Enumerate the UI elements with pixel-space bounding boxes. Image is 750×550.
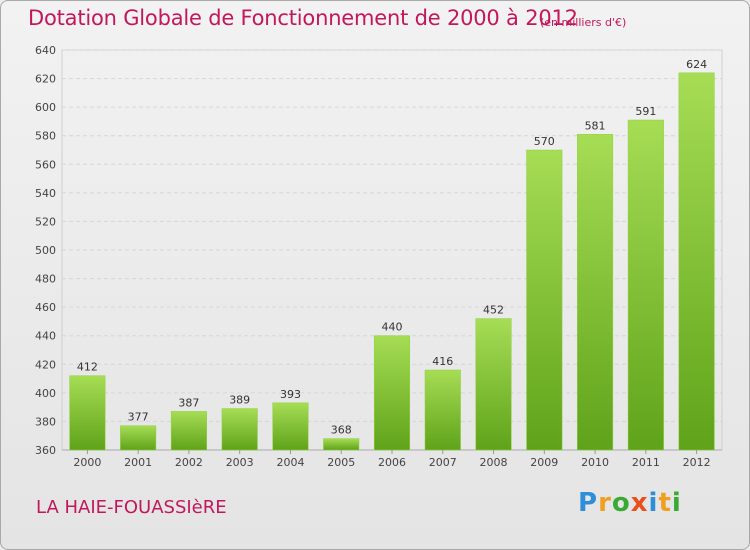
y-tick-label: 440 [35,330,56,343]
x-tick-label: 2000 [73,456,101,469]
y-tick-label: 380 [35,415,56,428]
bar [272,402,309,451]
x-tick-label: 2004 [276,456,304,469]
x-tick-label: 2012 [683,456,711,469]
x-tick-label: 2008 [480,456,508,469]
bar [120,425,157,451]
value-label: 591 [635,105,656,118]
bars [69,72,715,451]
y-tick-label: 540 [35,187,56,200]
y-tick-label: 520 [35,215,56,228]
bar [475,318,512,451]
x-tick-label: 2005 [327,456,355,469]
bar [678,72,715,451]
value-label: 624 [686,58,707,71]
value-label: 412 [77,361,98,374]
x-tick-label: 2001 [124,456,152,469]
value-label: 389 [229,394,250,407]
y-tick-label: 420 [35,358,56,371]
y-tick-label: 500 [35,244,56,257]
unit-label: (en milliers d'€) [540,16,627,29]
y-tick-label: 580 [35,130,56,143]
value-label: 393 [280,388,301,401]
y-tick-label: 360 [35,444,56,457]
value-labels: 412 377 387 389 393 368 440 416 452 570 581 591 624 [77,58,707,437]
y-tick-label: 560 [35,158,56,171]
value-label: 570 [534,135,555,148]
bar [373,335,411,451]
y-tick-label: 400 [35,387,56,400]
y-tick-label: 620 [35,73,56,86]
logo-letter: r [598,488,612,518]
value-label: 440 [382,321,403,334]
value-label: 581 [585,119,606,132]
logo-letter: x [630,488,649,518]
x-tick-label: 2010 [581,456,609,469]
x-axis: 2000 2001 2002 2003 2004 2005 2006 2007 2008 2009… [73,450,711,469]
x-tick-label: 2003 [226,456,254,469]
value-label: 416 [432,355,453,368]
bar [69,375,106,451]
y-tick-label: 640 [35,44,56,57]
logo-letter: o [611,488,631,518]
chart-title: Dotation Globale de Fonctionnement de 20… [28,6,578,30]
proxiti-logo: Proxiti [578,488,682,518]
y-tick-label: 460 [35,301,56,314]
logo-letter: i [671,488,682,518]
value-label: 377 [128,411,149,424]
y-tick-label: 600 [35,101,56,114]
city-name: LA HAIE-FOUASSIèRE [36,497,227,518]
value-label: 452 [483,304,504,317]
x-tick-label: 2002 [175,456,203,469]
bar [221,408,258,451]
y-tick-label: 480 [35,273,56,286]
x-tick-label: 2009 [530,456,558,469]
bar [577,134,614,451]
value-label: 368 [331,424,352,437]
value-label: 387 [178,396,199,409]
logo-letter: P [578,488,599,518]
bar [526,149,563,451]
x-tick-label: 2006 [378,456,406,469]
y-axis: 360 380 400 420 440 460 480 500 520 540 560 580 600 6… [35,44,56,457]
logo-letter: i [648,488,659,518]
x-tick-label: 2007 [429,456,457,469]
bar [424,369,461,451]
bar [170,411,207,451]
x-tick-label: 2011 [632,456,660,469]
bar [323,438,360,451]
bar [627,119,664,451]
logo-letter: t [658,488,672,518]
